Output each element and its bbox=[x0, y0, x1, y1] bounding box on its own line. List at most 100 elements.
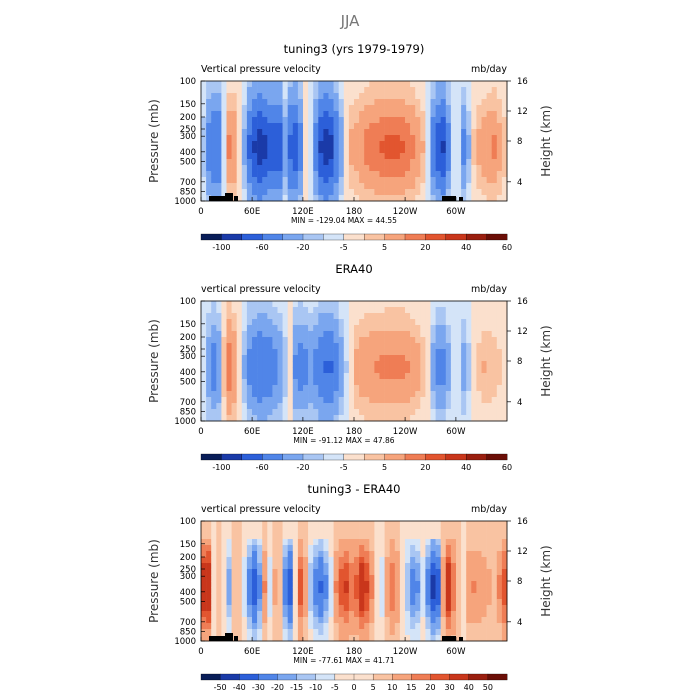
field-cell bbox=[236, 87, 243, 94]
field-cell bbox=[440, 93, 447, 100]
field-cell bbox=[308, 563, 314, 570]
field-cell bbox=[262, 141, 268, 148]
field-cell bbox=[501, 319, 508, 326]
field-cell bbox=[308, 337, 314, 344]
field-cell bbox=[471, 379, 477, 386]
field-cell bbox=[257, 557, 263, 564]
field-cell bbox=[292, 617, 299, 624]
field-cell bbox=[292, 81, 299, 88]
field-cell bbox=[410, 635, 416, 642]
field-cell bbox=[461, 575, 467, 582]
y-tick-label: 500 bbox=[180, 157, 196, 167]
field-cell bbox=[420, 581, 426, 588]
field-cell bbox=[501, 575, 508, 582]
field-cell bbox=[364, 581, 370, 588]
field-cell bbox=[364, 313, 370, 320]
field-cell bbox=[313, 325, 319, 332]
field-cell bbox=[471, 195, 477, 202]
field-cell bbox=[318, 599, 324, 606]
field-cell bbox=[466, 557, 472, 564]
field-cell bbox=[420, 307, 426, 314]
field-cell bbox=[206, 337, 212, 344]
colorbar-box bbox=[262, 233, 283, 241]
field-cell bbox=[211, 159, 217, 166]
field-cell bbox=[338, 575, 345, 582]
field-cell bbox=[226, 331, 232, 338]
field-cell bbox=[338, 99, 345, 106]
field-cell bbox=[292, 87, 299, 94]
colorbar-label: 5 bbox=[371, 683, 376, 692]
field-cell bbox=[252, 415, 258, 422]
field-cell bbox=[348, 331, 355, 338]
field-cell bbox=[471, 343, 477, 350]
field-cell bbox=[231, 587, 237, 594]
field-cell bbox=[246, 159, 253, 166]
field-cell bbox=[399, 581, 406, 588]
field-cell bbox=[282, 105, 288, 112]
field-cell bbox=[486, 581, 492, 588]
field-cell bbox=[313, 153, 319, 160]
field-cell bbox=[216, 563, 222, 570]
field-cell bbox=[415, 409, 421, 416]
field-cell bbox=[440, 337, 447, 344]
field-cell bbox=[501, 105, 508, 112]
field-cell bbox=[369, 533, 375, 540]
field-cell bbox=[323, 99, 329, 106]
field-cell bbox=[399, 373, 406, 380]
field-cell bbox=[450, 557, 457, 564]
field-cell bbox=[445, 551, 452, 558]
field-cell bbox=[216, 409, 222, 416]
field-cell bbox=[476, 349, 482, 356]
field-cell bbox=[491, 581, 498, 588]
field-cell bbox=[201, 635, 207, 642]
field-cell bbox=[364, 159, 370, 166]
field-cell bbox=[466, 391, 472, 398]
field-cell bbox=[221, 587, 227, 594]
field-cell bbox=[257, 81, 263, 88]
field-cell bbox=[201, 415, 207, 422]
field-cell bbox=[471, 171, 477, 178]
field-cell bbox=[445, 313, 452, 320]
field-cell bbox=[267, 415, 273, 422]
field-cell bbox=[374, 123, 380, 130]
field-cell bbox=[435, 593, 441, 600]
field-cell bbox=[410, 587, 416, 594]
field-cell bbox=[359, 409, 365, 416]
field-cell bbox=[445, 629, 452, 636]
field-cell bbox=[282, 409, 288, 416]
field-cell bbox=[445, 99, 452, 106]
field-cell bbox=[226, 117, 232, 124]
field-cell bbox=[211, 605, 217, 612]
field-cell bbox=[491, 183, 498, 190]
field-cell bbox=[471, 635, 477, 642]
field-cell bbox=[328, 147, 334, 154]
field-cell bbox=[236, 81, 243, 88]
y-tick-label: 1000 bbox=[174, 197, 196, 207]
field-cell bbox=[282, 539, 288, 546]
field-cell bbox=[287, 159, 294, 166]
field-cell bbox=[430, 629, 436, 636]
field-cell bbox=[292, 557, 299, 564]
field-cell bbox=[333, 599, 339, 606]
field-cell bbox=[374, 403, 380, 410]
field-cell bbox=[303, 111, 309, 118]
field-cell bbox=[257, 629, 263, 636]
field-cell bbox=[456, 355, 462, 362]
field-cell bbox=[420, 551, 426, 558]
field-cell bbox=[450, 629, 457, 636]
field-cell bbox=[241, 545, 248, 552]
field-cell bbox=[486, 569, 492, 576]
field-cell bbox=[415, 301, 421, 308]
contour-field bbox=[201, 81, 508, 202]
field-cell bbox=[486, 617, 492, 624]
field-cell bbox=[206, 301, 212, 308]
field-cell bbox=[323, 385, 329, 392]
field-cell bbox=[221, 575, 227, 582]
field-cell bbox=[471, 385, 477, 392]
field-cell bbox=[415, 575, 421, 582]
field-cell bbox=[410, 171, 416, 178]
field-cell bbox=[282, 117, 288, 124]
field-cell bbox=[364, 575, 370, 582]
field-cell bbox=[374, 415, 380, 422]
field-cell bbox=[206, 153, 212, 160]
